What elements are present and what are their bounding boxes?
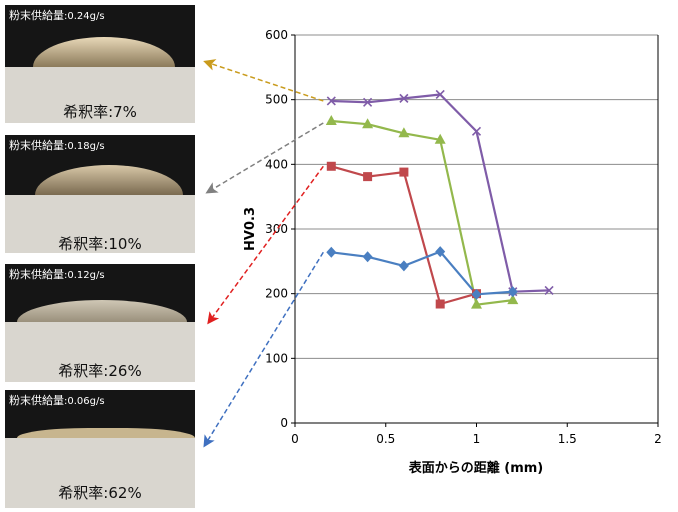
data-point-s1 (326, 96, 336, 106)
y-tick-label: 400 (265, 157, 288, 171)
data-point-s4 (398, 260, 409, 272)
data-point-s4 (435, 246, 446, 258)
dilution-label: 希釈率 (58, 362, 104, 380)
bead-photo-4: 粉末供給量:0.06g/s 希釈率:62% (5, 390, 195, 508)
dilution-label: 希釈率 (58, 235, 104, 253)
data-point-s3 (363, 172, 373, 182)
data-point-s3 (399, 167, 409, 177)
y-tick-label: 100 (265, 351, 288, 365)
feed-rate-label: 粉末供給量 (9, 9, 64, 22)
series-line-2 (331, 119, 513, 306)
y-axis-label: HV0.3 (243, 207, 258, 251)
clad-bead (17, 300, 187, 322)
x-axis-label: 表面からの距離 (mm) (408, 460, 544, 476)
feed-rate-label: 粉末供給量 (9, 139, 64, 152)
feed-rate-value: :0.06g/s (64, 396, 105, 407)
data-point-s4 (326, 246, 337, 258)
dilution-label: 希釈率 (58, 484, 104, 502)
y-tick-label: 0 (280, 416, 288, 430)
x-tick-label: 1.5 (558, 432, 577, 446)
bead-photo-1: 粉末供給量:0.24g/s 希釈率:7% (5, 5, 195, 123)
callout-arrow-3 (207, 165, 324, 325)
series-line-4 (331, 250, 513, 296)
data-point-s1 (544, 285, 554, 295)
bead-photo-2: 粉末供給量:0.18g/s 希釈率:10% (5, 135, 195, 253)
data-point-s2 (434, 133, 446, 144)
dilution-value: :26% (103, 362, 142, 380)
callout-arrow-1 (203, 59, 324, 102)
data-point-s4 (362, 251, 373, 263)
data-point-s1 (435, 89, 445, 100)
x-tick-label: 2 (654, 432, 662, 446)
bead-photo-3: 粉末供給量:0.12g/s 希釈率:26% (5, 264, 195, 382)
x-tick-label: 0.5 (376, 432, 395, 446)
feed-rate-label: 粉末供給量 (9, 394, 64, 407)
feed-rate-value: :0.18g/s (64, 141, 105, 152)
dilution-value: :62% (103, 484, 142, 502)
data-point-s1 (471, 126, 482, 136)
y-tick-label: 500 (265, 93, 288, 107)
data-point-s2 (471, 298, 482, 309)
clad-bead (17, 428, 195, 438)
data-point-s2 (362, 118, 374, 129)
dilution-label: 希釈率 (63, 103, 109, 121)
x-tick-label: 0 (291, 432, 299, 446)
data-point-s3 (326, 161, 336, 171)
series-line-3 (330, 165, 477, 306)
data-point-s4 (471, 288, 482, 300)
feed-rate-value: :0.24g/s (64, 11, 105, 22)
data-point-s3 (435, 299, 445, 309)
y-tick-label: 200 (265, 287, 288, 301)
data-point-s2 (398, 127, 410, 138)
y-tick-label: 300 (265, 222, 288, 236)
data-point-s4 (507, 286, 518, 298)
x-tick-label: 1 (473, 432, 481, 446)
feed-rate-label: 粉末供給量 (9, 268, 64, 281)
dilution-value: :10% (103, 235, 142, 253)
data-point-s1 (363, 97, 373, 107)
data-point-s2 (507, 294, 519, 305)
data-point-s1 (399, 93, 409, 103)
callout-arrow-4 (203, 251, 324, 448)
data-point-s2 (325, 115, 337, 126)
callout-arrow-2 (205, 122, 324, 194)
dilution-value: :7% (108, 103, 137, 121)
y-tick-label: 600 (265, 28, 288, 42)
feed-rate-value: :0.12g/s (64, 270, 105, 281)
